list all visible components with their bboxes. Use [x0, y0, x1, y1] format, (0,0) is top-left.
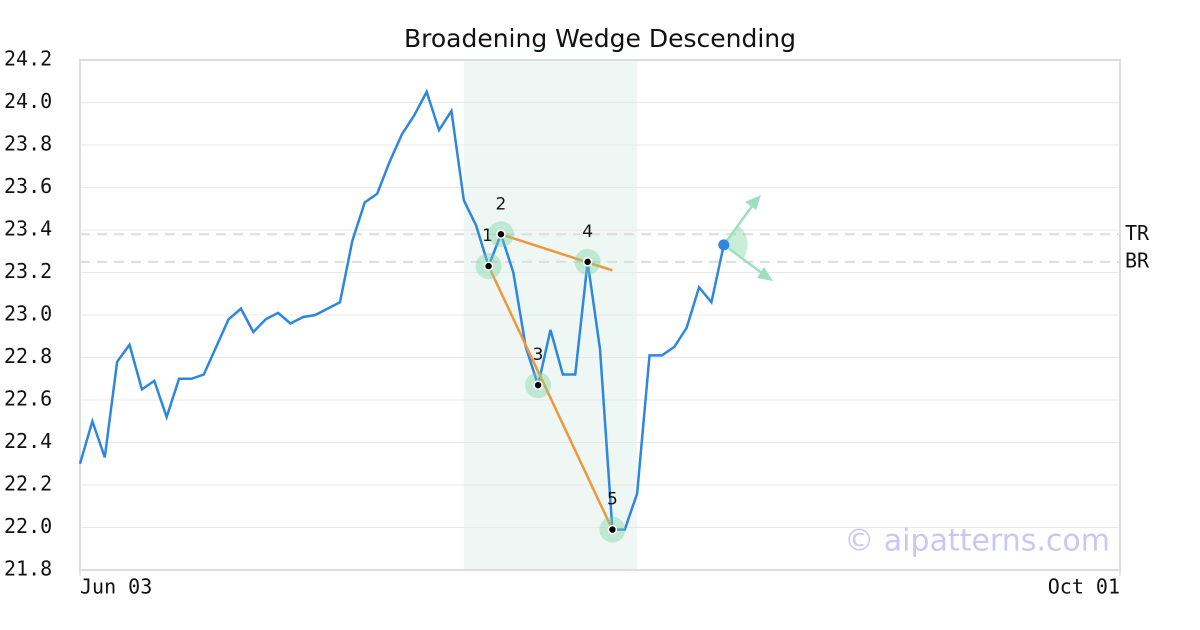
y-tick-label: 22.8 — [4, 344, 52, 368]
pattern-point — [582, 257, 593, 267]
pattern-label: 3 — [533, 345, 544, 365]
y-tick-label: 22.0 — [4, 514, 52, 538]
x-tick-label: Oct 01 — [1048, 575, 1120, 599]
plot-frame — [79, 59, 1121, 571]
pattern-point — [533, 380, 543, 390]
level-label: BR — [1125, 248, 1150, 272]
pattern-point — [483, 261, 494, 271]
watermark: © aipatterns.com — [844, 524, 1110, 559]
level-label: TR — [1125, 221, 1150, 245]
pattern-point — [607, 524, 618, 535]
x-tick-label: Jun 03 — [80, 575, 152, 599]
arrow-head — [757, 267, 773, 281]
y-tick-label: 23.0 — [4, 302, 52, 326]
y-tick-label: 24.2 — [4, 47, 52, 71]
trend-line — [487, 265, 614, 531]
last-point — [718, 239, 730, 251]
y-tick-label: 22.6 — [4, 387, 52, 411]
pattern-label: 1 — [482, 226, 493, 246]
y-tick-label: 22.2 — [4, 472, 52, 496]
chart-title: Broadening Wedge Descending — [404, 24, 796, 53]
y-tick-label: 23.2 — [4, 259, 52, 283]
y-tick-label: 22.4 — [4, 429, 52, 453]
y-tick-label: 21.8 — [4, 557, 52, 581]
y-tick-label: 23.6 — [4, 174, 52, 198]
pattern-label: 2 — [496, 194, 507, 214]
pattern-label: 4 — [582, 222, 593, 242]
y-tick-label: 23.4 — [4, 217, 52, 241]
y-tick-label: 24.0 — [4, 89, 52, 113]
trend-line — [500, 233, 613, 272]
breakout-wedge — [723, 225, 748, 259]
arrow-head — [745, 195, 761, 210]
pattern-label: 5 — [607, 490, 618, 510]
pattern-point — [496, 229, 506, 239]
y-tick-label: 23.8 — [4, 132, 52, 156]
